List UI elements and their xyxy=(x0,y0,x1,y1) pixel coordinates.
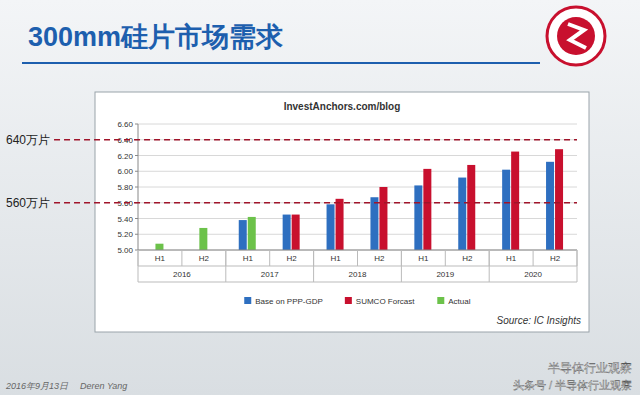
x-tick-label: H1 xyxy=(418,254,429,263)
y-axis xyxy=(138,124,139,250)
reference-label: 560万片 xyxy=(6,196,50,210)
bar xyxy=(467,165,475,250)
slide: 300mm硅片市场需求 InvestAnchors.com/blog 5.00 5.2… xyxy=(0,0,640,395)
bar xyxy=(458,178,466,250)
x-table-sep xyxy=(269,250,270,266)
reference-line xyxy=(54,202,577,204)
legend-item: Actual xyxy=(437,297,470,306)
logo-core xyxy=(557,17,595,55)
x-table-rule xyxy=(138,282,577,283)
x-group-label: 2020 xyxy=(524,270,542,279)
x-group-label: 2018 xyxy=(349,270,367,279)
x-tick-label: H1 xyxy=(155,254,166,263)
title-rule xyxy=(22,62,540,64)
x-group-sep xyxy=(138,250,139,282)
x-group-label: 2016 xyxy=(173,270,191,279)
x-group-label: 2017 xyxy=(261,270,279,279)
y-tick-label: 5.00 xyxy=(117,246,133,255)
bar xyxy=(336,199,344,250)
x-tick-label: H2 xyxy=(287,254,298,263)
reference-label: 640万片 xyxy=(6,133,50,147)
chart-panel xyxy=(95,92,589,332)
bar xyxy=(327,204,335,250)
bars xyxy=(155,149,563,250)
x-group-label: 2019 xyxy=(436,270,454,279)
background xyxy=(0,0,640,395)
x-tick-label: H2 xyxy=(462,254,473,263)
y-tick-label: 5.40 xyxy=(117,215,133,224)
legend-swatch xyxy=(345,297,352,304)
bar xyxy=(155,244,163,250)
x-table-sep xyxy=(357,250,358,266)
legend-item: Base on PPP-GDP xyxy=(244,297,323,306)
legend-item: SUMCO Forcast xyxy=(345,297,415,306)
canvas: 300mm硅片市场需求 InvestAnchors.com/blog 5.00 5.2… xyxy=(0,0,640,395)
slide-title: 300mm硅片市场需求 xyxy=(28,22,283,52)
x-group-sep xyxy=(225,250,226,282)
x-group-sep xyxy=(401,250,402,282)
legend-swatch xyxy=(437,297,444,304)
watermark-channel: 头条号 / 半导体行业观察 xyxy=(513,379,632,391)
x-table-sep xyxy=(181,250,182,266)
x-tick-label: H1 xyxy=(506,254,517,263)
bar xyxy=(555,149,563,250)
footer-author: Deren Yang xyxy=(80,381,127,391)
logo-ring xyxy=(547,7,605,65)
legend: Base on PPP-GDP SUMCO Forcast Actual xyxy=(244,297,471,306)
bar xyxy=(283,215,291,250)
bar xyxy=(414,185,422,250)
y-tick-label: 5.80 xyxy=(117,183,133,192)
y-tick-label: 6.20 xyxy=(117,152,133,161)
bar xyxy=(199,228,207,250)
bar xyxy=(502,170,510,250)
bar xyxy=(292,215,300,250)
bar xyxy=(423,169,431,250)
x-tick-label: H2 xyxy=(199,254,210,263)
bar xyxy=(239,220,247,250)
x-group-sep xyxy=(313,250,314,282)
legend-swatch xyxy=(244,297,251,304)
bar xyxy=(379,187,387,250)
footer-date: 2016年9月13日 xyxy=(5,381,69,391)
y-tick-label: 5.20 xyxy=(117,230,133,239)
x-tick-label: H2 xyxy=(550,254,561,263)
bar xyxy=(248,217,256,250)
source: Source: IC Insights xyxy=(497,315,581,326)
chart-subtitle: InvestAnchors.com/blog xyxy=(284,101,401,112)
grid-line xyxy=(138,124,577,125)
legend-label: Actual xyxy=(448,297,470,306)
bar xyxy=(370,197,378,250)
x-group-sep xyxy=(577,250,578,282)
reference-line xyxy=(54,139,577,141)
legend-label: Base on PPP-GDP xyxy=(255,297,323,306)
watermark: 半导体行业观察 xyxy=(548,361,632,375)
x-tick-label: H1 xyxy=(243,254,254,263)
y-tick-label: 6.60 xyxy=(117,120,133,129)
x-tick-label: H2 xyxy=(374,254,385,263)
x-tick-label: H1 xyxy=(330,254,341,263)
logo xyxy=(547,7,605,65)
logo-mark xyxy=(568,24,586,48)
bar xyxy=(546,162,554,250)
bar xyxy=(511,152,519,250)
x-table-sep xyxy=(445,250,446,266)
legend-label: SUMCO Forcast xyxy=(356,297,415,306)
x-table-sep xyxy=(533,250,534,266)
y-tick-label: 6.00 xyxy=(117,167,133,176)
x-group-sep xyxy=(489,250,490,282)
